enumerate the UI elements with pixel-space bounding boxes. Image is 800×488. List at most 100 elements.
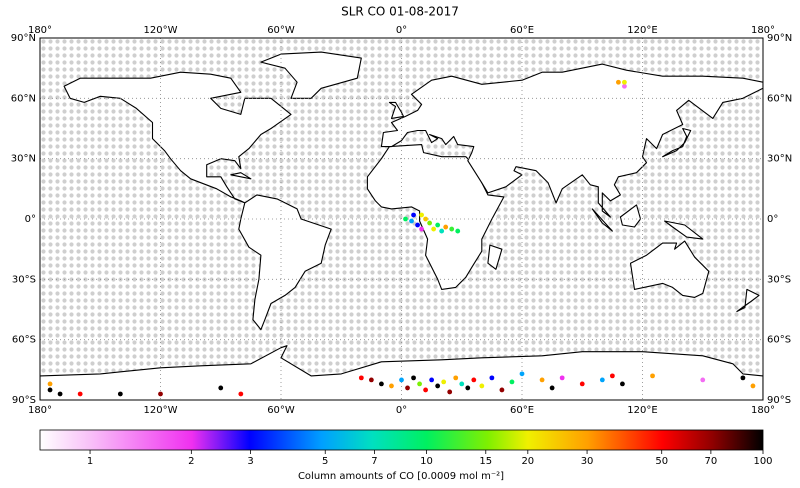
co-point [419, 212, 424, 218]
co-point [740, 375, 746, 381]
y-tick-label: 90°N [11, 33, 36, 44]
co-point [439, 228, 445, 234]
colorbar-tick-label: 15 [479, 456, 492, 467]
x-tick-label: 120°E [627, 405, 657, 416]
co-point [465, 385, 471, 391]
colorbar-label: Column amounts of CO [0.0009 mol m⁻²] [298, 471, 504, 482]
x-tick-label: 120°E [627, 25, 657, 36]
co-point [57, 391, 63, 397]
y-tick-label: 60°S [767, 335, 791, 346]
x-tick-label: 0° [396, 25, 407, 36]
colorbar-tick-label: 70 [705, 456, 718, 467]
co-point [411, 375, 416, 381]
co-point [459, 381, 465, 387]
co-point [443, 224, 449, 230]
co-point [539, 377, 545, 383]
colorbar [39, 429, 764, 451]
x-tick-label: 180° [28, 25, 52, 36]
co-point [700, 377, 706, 383]
co-point [238, 391, 244, 397]
co-point [435, 383, 441, 389]
co-point [455, 228, 461, 234]
colorbar-tick-label: 1 [87, 456, 93, 467]
co-point [599, 377, 605, 383]
y-tick-label: 90°N [767, 33, 792, 44]
colorbar-tick-label: 20 [521, 456, 534, 467]
y-tick-label: 30°S [12, 274, 36, 285]
y-tick-label: 30°N [11, 154, 36, 165]
coastline [629, 240, 710, 298]
x-tick-label: 0° [396, 405, 407, 416]
co-point [409, 218, 414, 224]
co-point [579, 381, 585, 387]
co-point [471, 377, 477, 383]
co-point [429, 377, 435, 383]
co-point [620, 381, 625, 387]
map-title: SLR CO 01-08-2017 [341, 5, 459, 19]
colorbar-tick-label: 100 [753, 456, 772, 467]
co-point [447, 389, 453, 395]
co-point [616, 79, 621, 85]
co-point [453, 375, 459, 381]
x-tick-label: 60°E [510, 405, 534, 416]
co-point [431, 226, 437, 232]
co-point [368, 377, 374, 383]
co-point [435, 222, 441, 228]
co-point [622, 79, 627, 85]
x-tick-label: 60°W [267, 25, 295, 36]
coastline [388, 101, 405, 119]
y-tick-label: 30°S [767, 274, 791, 285]
co-point [489, 375, 495, 381]
co-point [479, 383, 485, 389]
y-tick-label: 0° [25, 214, 36, 225]
co-point [622, 83, 627, 89]
data-points [47, 79, 756, 397]
co-point [750, 383, 756, 389]
coastline [662, 127, 692, 158]
co-point [47, 381, 53, 387]
co-point [403, 216, 408, 222]
co-point [449, 226, 455, 232]
coastline [487, 244, 503, 270]
co-point [609, 373, 615, 379]
colorbar-tick-label: 50 [655, 456, 668, 467]
co-point [419, 226, 424, 232]
colorbar-tick-label: 30 [581, 456, 594, 467]
colorbar-tick-label: 10 [420, 456, 433, 467]
co-point [509, 379, 515, 385]
coastline [238, 194, 332, 331]
co-point [427, 220, 433, 226]
x-tick-label: 180° [751, 405, 775, 416]
co-point [117, 391, 123, 397]
x-tick-label: 60°E [510, 25, 534, 36]
co-point [158, 391, 163, 397]
coastline [230, 172, 252, 180]
x-tick-label: 120°W [144, 405, 178, 416]
coastline [736, 288, 760, 313]
y-tick-label: 60°N [767, 93, 792, 104]
coastline [591, 208, 613, 232]
co-point [399, 377, 404, 383]
colorbar-tick-label: 3 [247, 456, 253, 467]
co-point [559, 375, 565, 381]
co-point [417, 381, 422, 387]
co-point [519, 371, 525, 377]
co-point [77, 391, 83, 397]
co-point [389, 383, 394, 389]
co-point [379, 381, 384, 387]
colorbar-tick-label: 5 [322, 456, 328, 467]
coastline [619, 204, 642, 228]
colorbar-tick-label: 2 [188, 456, 194, 467]
map-frame [39, 37, 764, 401]
co-point [411, 212, 416, 218]
y-tick-label: 90°S [12, 395, 36, 406]
coastline [63, 71, 292, 204]
co-point [423, 216, 428, 222]
co-point [405, 385, 410, 391]
coastline [380, 63, 763, 218]
co-point [499, 387, 505, 393]
co-point [441, 379, 447, 385]
x-tick-label: 60°W [267, 405, 295, 416]
x-tick-label: 180° [751, 25, 775, 36]
